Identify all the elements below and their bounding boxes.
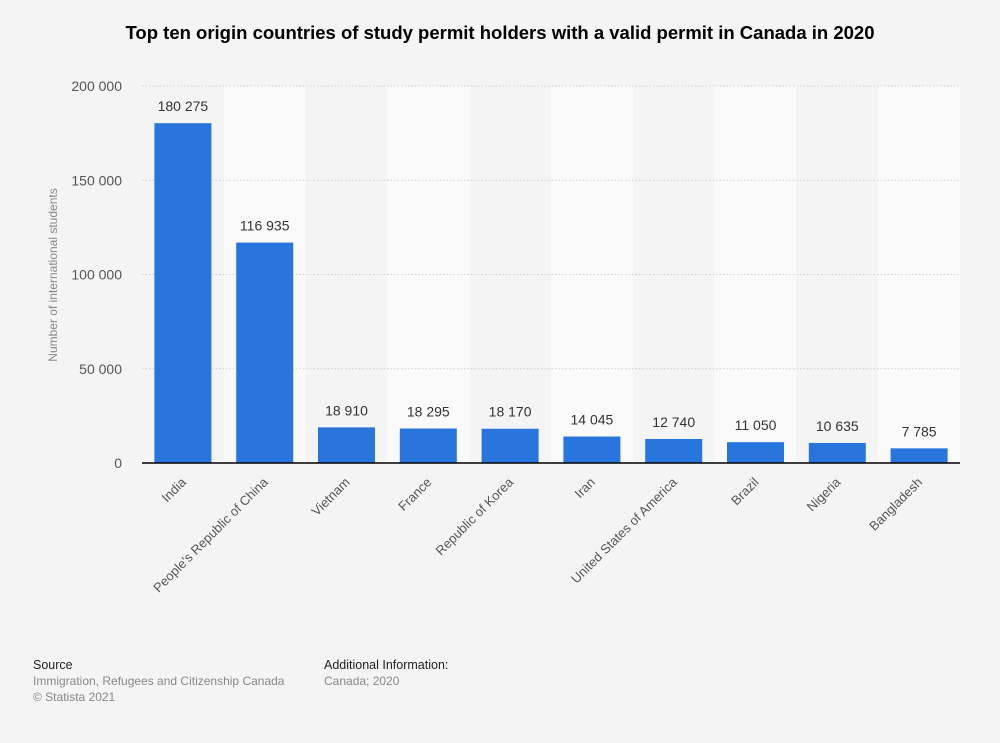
copyright: © Statista 2021 xyxy=(33,690,116,704)
bar xyxy=(808,442,866,463)
y-tick-label: 50 000 xyxy=(79,361,122,377)
bar xyxy=(236,242,294,463)
bar-chart: 0 50 000 100 000 150 000 200 000 Number of in… xyxy=(46,78,960,595)
data-label: 12 740 xyxy=(652,414,695,430)
data-label: 7 785 xyxy=(902,423,937,439)
bar xyxy=(399,428,457,463)
source-block: Source Immigration, Refugees and Citizen… xyxy=(33,657,284,705)
data-label: 180 275 xyxy=(158,98,209,114)
data-label: 10 635 xyxy=(816,418,859,434)
chart-title: Top ten origin countries of study permit… xyxy=(125,22,875,43)
y-tick-label: 0 xyxy=(114,455,122,471)
additional-info-heading: Additional Information: xyxy=(324,658,449,672)
bar xyxy=(154,123,212,463)
y-tick-label: 150 000 xyxy=(71,172,122,188)
x-tick-label: France xyxy=(395,475,434,514)
x-tick-label: Nigeria xyxy=(804,474,844,514)
data-label: 18 910 xyxy=(325,402,368,418)
data-label: 18 295 xyxy=(407,404,450,420)
source-text[interactable]: Immigration, Refugees and Citizenship Ca… xyxy=(33,674,285,688)
data-label: 116 935 xyxy=(240,218,290,234)
x-tick-label: Republic of Korea xyxy=(433,474,517,558)
x-tick-label: India xyxy=(158,474,189,505)
x-tick-label: Brazil xyxy=(728,474,762,508)
y-tick-label: 200 000 xyxy=(71,78,122,94)
bar xyxy=(563,436,621,463)
data-label: 14 045 xyxy=(570,412,613,428)
bar xyxy=(481,428,539,463)
data-label: 11 050 xyxy=(735,417,777,433)
source-heading: Source xyxy=(33,658,73,672)
data-label: 18 170 xyxy=(489,404,532,420)
y-tick-label: 100 000 xyxy=(71,267,122,283)
x-tick-label: Bangladesh xyxy=(866,475,925,534)
bar xyxy=(645,438,703,463)
x-tick-label: Vietnam xyxy=(308,475,352,519)
additional-info-block: Additional Information: Canada; 2020 xyxy=(324,657,448,689)
bar xyxy=(318,427,375,463)
bar xyxy=(890,448,948,463)
bar xyxy=(727,442,784,463)
y-axis-label: Number of international students xyxy=(46,188,60,361)
additional-info-text: Canada; 2020 xyxy=(324,674,400,688)
x-tick-label: Iran xyxy=(572,475,598,501)
